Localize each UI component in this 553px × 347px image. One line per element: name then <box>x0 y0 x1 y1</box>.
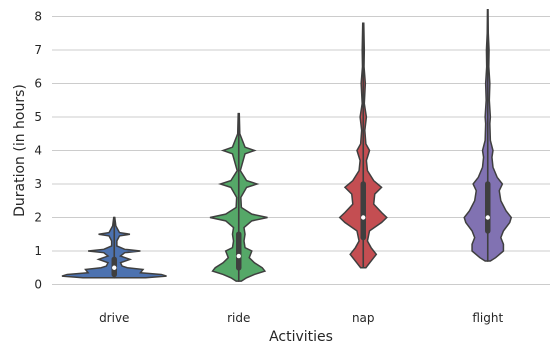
x-tick-label: ride <box>227 311 250 325</box>
y-tick-labels: 0 1 2 3 4 5 6 7 8 <box>34 10 42 292</box>
y-tick-label: 0 <box>34 278 42 292</box>
median-marker-drive <box>112 265 117 270</box>
median-marker-flight <box>485 215 490 220</box>
x-axis-label: Activities <box>269 329 333 345</box>
y-tick-label: 8 <box>34 10 42 24</box>
y-tick-label: 7 <box>34 43 42 57</box>
violins <box>61 9 513 282</box>
x-tick-label: drive <box>99 311 129 325</box>
x-tick-label: nap <box>352 311 375 325</box>
y-tick-label: 3 <box>34 177 42 191</box>
y-tick-label: 1 <box>34 244 42 258</box>
y-tick-label: 5 <box>34 110 42 124</box>
y-tick-label: 2 <box>34 211 42 225</box>
y-tick-label: 4 <box>34 144 42 158</box>
median-marker-nap <box>361 215 366 220</box>
y-axis-label: Duration (in hours) <box>12 84 28 217</box>
median-marker-ride <box>236 253 241 259</box>
x-tick-label: flight <box>472 311 503 325</box>
x-tick-labels: drive ride nap flight <box>99 311 503 325</box>
y-tick-label: 6 <box>34 77 42 91</box>
